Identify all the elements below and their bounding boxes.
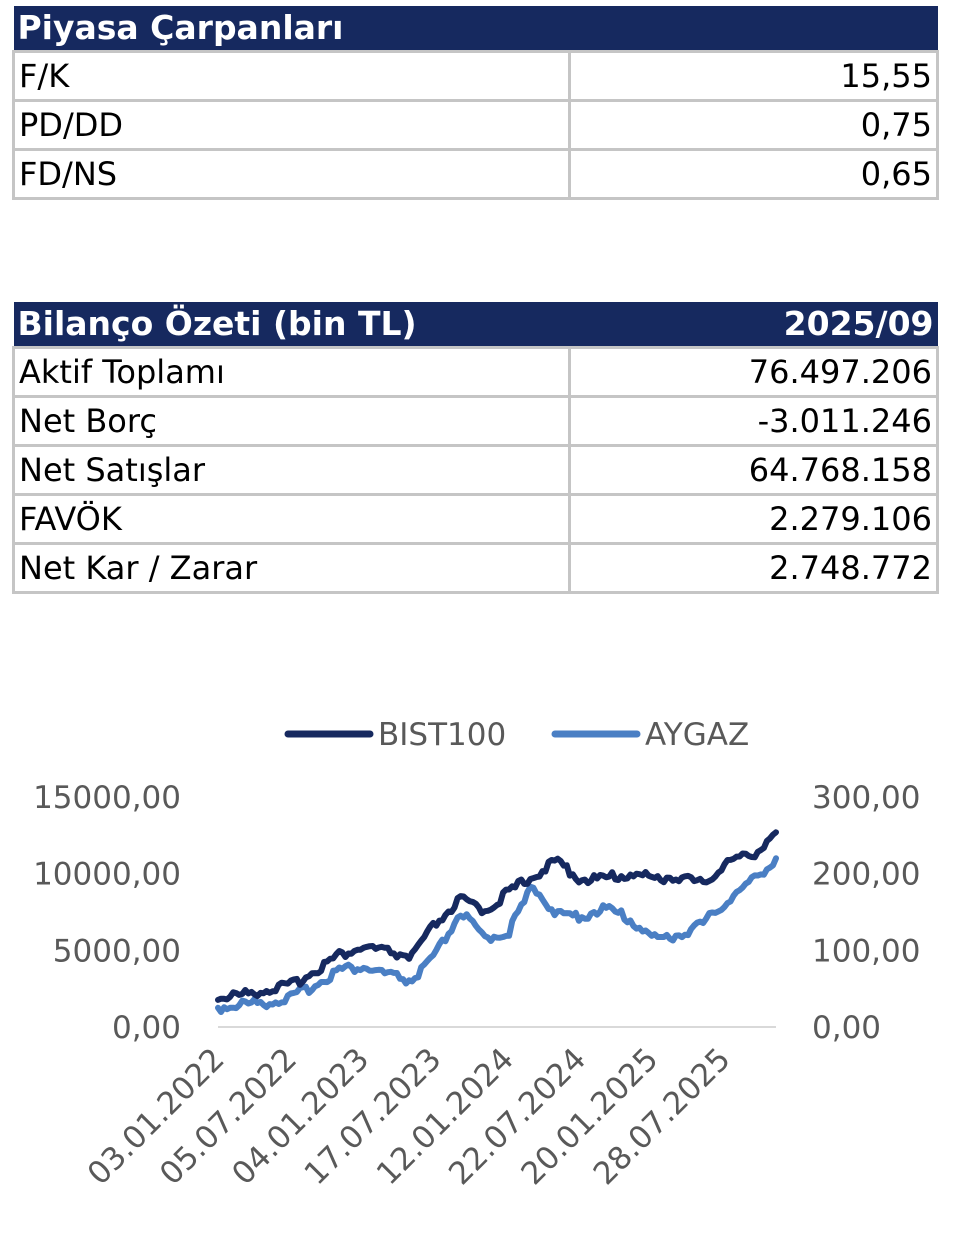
table-row: Net Kar / Zarar 2.748.772 bbox=[12, 542, 939, 594]
right-axis-ticks: 0,00 100,00 200,00 300,00 bbox=[812, 780, 920, 1046]
row-value: -3.011.246 bbox=[568, 395, 939, 447]
balance-summary-title: Bilanço Özeti (bin TL) bbox=[13, 302, 570, 348]
row-value: 76.497.206 bbox=[568, 346, 939, 398]
price-chart: BIST100 AYGAZ 0,00 5000,00 10000,00 15000,00… bbox=[33, 717, 920, 1192]
table-row: Net Borç -3.011.246 bbox=[12, 395, 939, 447]
chart-legend: BIST100 AYGAZ bbox=[284, 717, 749, 753]
row-label: Net Satışlar bbox=[12, 444, 571, 496]
right-axis-tick-label: 0,00 bbox=[812, 1010, 881, 1046]
left-axis-tick-label: 10000,00 bbox=[33, 857, 181, 893]
market-multiples-table: Piyasa Çarpanları F/K 15,55 PD/DD 0,75 F… bbox=[12, 6, 939, 200]
row-label: FD/NS bbox=[12, 148, 571, 200]
row-value: 15,55 bbox=[568, 50, 939, 102]
left-axis-tick-label: 0,00 bbox=[112, 1010, 181, 1046]
table-row: F/K 15,55 bbox=[12, 50, 939, 102]
table-row: Net Satışlar 64.768.158 bbox=[12, 444, 939, 496]
row-value: 2.279.106 bbox=[568, 493, 939, 545]
left-axis-tick-label: 5000,00 bbox=[53, 933, 181, 969]
right-axis-tick-label: 300,00 bbox=[812, 780, 920, 816]
row-label: Net Kar / Zarar bbox=[12, 542, 571, 594]
balance-summary-header: Bilanço Özeti (bin TL) 2025/09 bbox=[13, 302, 938, 348]
series-line-bist100 bbox=[215, 829, 779, 1003]
chart-series bbox=[215, 829, 779, 1015]
market-multiples-title: Piyasa Çarpanları bbox=[13, 6, 938, 52]
row-value: 64.768.158 bbox=[568, 444, 939, 496]
left-axis-tick-label: 15000,00 bbox=[33, 780, 181, 816]
row-label: Aktif Toplamı bbox=[12, 346, 571, 398]
left-axis-ticks: 0,00 5000,00 10000,00 15000,00 bbox=[33, 780, 181, 1046]
table-row: Aktif Toplamı 76.497.206 bbox=[12, 346, 939, 398]
table-row: FD/NS 0,65 bbox=[12, 148, 939, 200]
balance-summary-table: Bilanço Özeti (bin TL) 2025/09 Aktif Top… bbox=[12, 302, 939, 594]
table-row: FAVÖK 2.279.106 bbox=[12, 493, 939, 545]
legend-label: AYGAZ bbox=[645, 717, 749, 753]
balance-summary-period: 2025/09 bbox=[569, 302, 938, 348]
legend-label: BIST100 bbox=[378, 717, 506, 753]
market-multiples-header: Piyasa Çarpanları bbox=[13, 6, 938, 52]
x-axis-ticks: 03.01.202205.07.202204.01.202317.07.2023… bbox=[81, 1041, 738, 1192]
row-label: Net Borç bbox=[12, 395, 571, 447]
row-value: 0,75 bbox=[568, 99, 939, 151]
row-label: F/K bbox=[12, 50, 571, 102]
right-axis-tick-label: 100,00 bbox=[812, 933, 920, 969]
row-label: PD/DD bbox=[12, 99, 571, 151]
row-value: 0,65 bbox=[568, 148, 939, 200]
table-row: PD/DD 0,75 bbox=[12, 99, 939, 151]
row-value: 2.748.772 bbox=[568, 542, 939, 594]
row-label: FAVÖK bbox=[12, 493, 571, 545]
series-line-aygaz bbox=[215, 855, 779, 1015]
right-axis-tick-label: 200,00 bbox=[812, 857, 920, 893]
